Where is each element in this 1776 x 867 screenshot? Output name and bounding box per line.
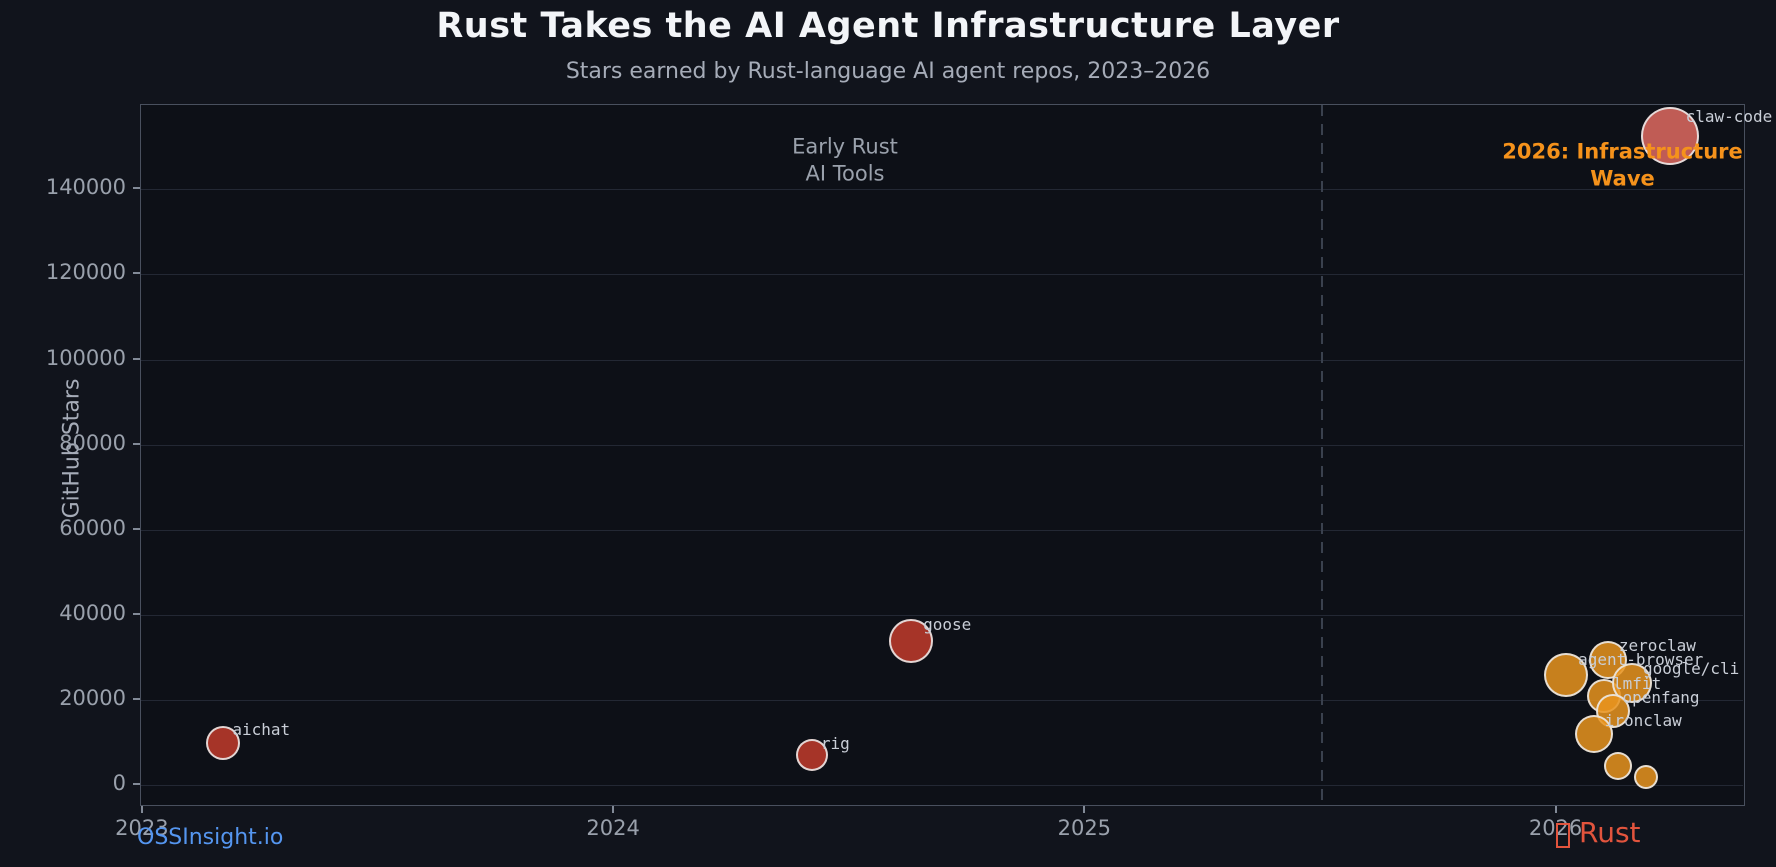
bubble-agent-browser[interactable] bbox=[1543, 652, 1588, 697]
annotation-line: AI Tools bbox=[805, 162, 885, 187]
bubble-label-aichat: aichat bbox=[232, 720, 291, 740]
x-tick-label: 2025 bbox=[1057, 816, 1112, 840]
grid-line bbox=[141, 359, 1743, 361]
bubble-label-claw-code: claw-code bbox=[1685, 107, 1773, 127]
era-divider-line bbox=[1320, 105, 1323, 804]
y-tick-label: 140000 bbox=[45, 175, 126, 200]
bubble-rig[interactable] bbox=[796, 739, 829, 772]
bubble-ironclaw[interactable] bbox=[1575, 715, 1614, 754]
rust-brand: Rust bbox=[1556, 816, 1641, 849]
y-tick-mark bbox=[133, 187, 140, 190]
annotation-line: 2026: Infrastructure bbox=[1502, 139, 1743, 164]
chart-subtitle: Stars earned by Rust-language AI agent r… bbox=[565, 59, 1211, 84]
annotation-line: Wave bbox=[1590, 166, 1655, 191]
x-tick-mark bbox=[1554, 806, 1557, 813]
x-tick-mark bbox=[612, 806, 615, 813]
bubble-label-goose: goose bbox=[923, 615, 972, 635]
bubble-label-zeroclaw: zeroclaw bbox=[1618, 636, 1696, 656]
grid-line bbox=[141, 189, 1743, 191]
annotation-line: Early Rust bbox=[792, 134, 898, 159]
y-tick-label: 80000 bbox=[59, 430, 126, 455]
x-tick-mark bbox=[140, 806, 143, 813]
bubble-label-agent-browser: agent-browser bbox=[1578, 649, 1704, 669]
y-tick-label: 0 bbox=[112, 771, 126, 796]
x-tick-label: 2023 bbox=[115, 816, 169, 840]
x-tick-mark bbox=[1083, 806, 1086, 813]
grid-line bbox=[141, 785, 1743, 787]
y-tick-label: 100000 bbox=[45, 345, 126, 370]
x-tick-label: 2024 bbox=[586, 816, 640, 840]
bubble-label-ironclaw: ironclaw bbox=[1604, 710, 1682, 730]
rust-brand-label: Rust bbox=[1579, 816, 1641, 849]
bubble-unlabeled[interactable] bbox=[1603, 752, 1632, 781]
y-tick-label: 120000 bbox=[45, 260, 126, 285]
grid-line bbox=[141, 700, 1743, 702]
bubble-aichat[interactable] bbox=[205, 725, 240, 760]
grid-line bbox=[141, 615, 1743, 616]
annotation-early-rust-ai-tools: Early Rust AI Tools bbox=[792, 134, 898, 189]
y-tick-mark bbox=[133, 272, 140, 275]
y-tick-label: 20000 bbox=[59, 686, 126, 711]
bubble-openfang[interactable] bbox=[1596, 693, 1631, 728]
annotation-infrastructure-wave: 2026: Infrastructure Wave bbox=[1502, 139, 1742, 194]
y-tick-mark bbox=[133, 442, 140, 445]
bubble-label-google/cli: google/cli bbox=[1642, 659, 1740, 679]
bubble-label-openfang: openfang bbox=[1622, 688, 1700, 708]
y-tick-mark bbox=[133, 783, 140, 786]
y-tick-mark bbox=[133, 527, 140, 530]
grid-line bbox=[141, 274, 1743, 276]
y-tick-label: 60000 bbox=[59, 515, 126, 540]
grid-line bbox=[141, 444, 1743, 446]
bubble-unlabeled[interactable] bbox=[1634, 764, 1659, 789]
plot-area: aichat rig goose agent-browser zeroclaw lmfit… bbox=[140, 104, 1772, 806]
bubble-claw-code[interactable] bbox=[1640, 107, 1699, 166]
y-tick-mark bbox=[133, 357, 140, 360]
bubble-goose[interactable] bbox=[888, 618, 933, 663]
bubble-label-rig: rig bbox=[820, 733, 850, 753]
grid-line bbox=[141, 529, 1743, 531]
bubble-label-lmfit: lmfit bbox=[1613, 673, 1662, 693]
crab-icon bbox=[1556, 823, 1570, 848]
x-tick-label: 2026 bbox=[1528, 816, 1583, 840]
y-tick-mark bbox=[133, 613, 140, 615]
chart-title: Rust Takes the AI Agent Infrastructure L… bbox=[436, 6, 1340, 46]
y-tick-label: 40000 bbox=[59, 601, 126, 625]
ossinsight-link[interactable]: OSSInsight.io bbox=[137, 825, 284, 850]
y-tick-mark bbox=[133, 698, 140, 701]
